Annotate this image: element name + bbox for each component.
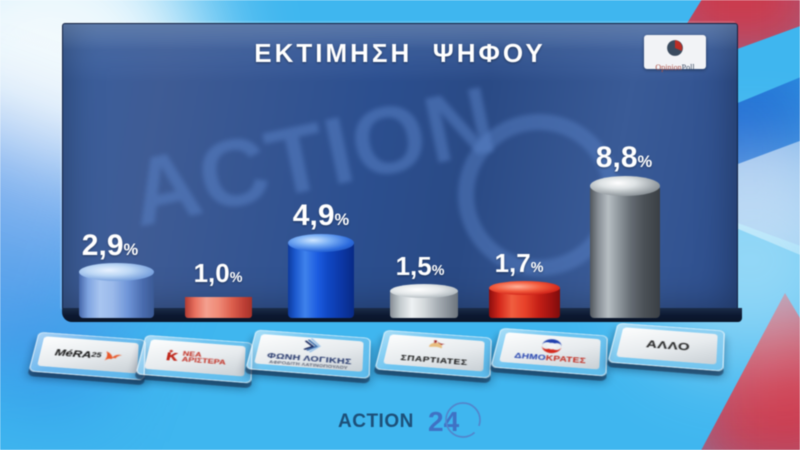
svg-text:ACTION: ACTION (338, 411, 414, 432)
svg-text:24: 24 (428, 406, 460, 437)
